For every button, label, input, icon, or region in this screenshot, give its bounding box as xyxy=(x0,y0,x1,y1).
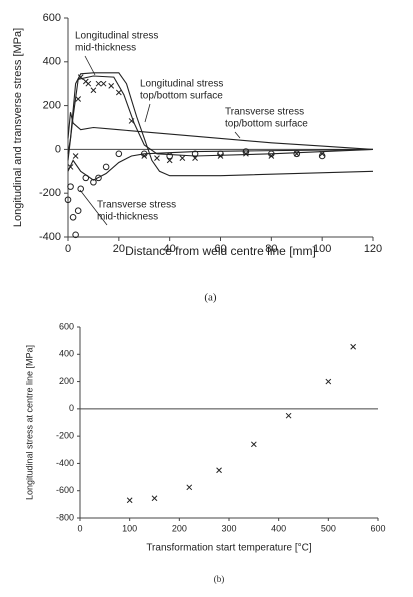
marker-circle xyxy=(217,150,224,158)
marker-cross xyxy=(75,96,82,102)
marker-cross xyxy=(108,83,115,89)
annotation: top/bottom surface xyxy=(140,91,223,102)
marker-cross xyxy=(90,87,97,94)
marker-circle xyxy=(74,207,82,215)
annotation: Transverse stress xyxy=(97,200,176,211)
marker-cross xyxy=(268,153,275,159)
marker-cross xyxy=(67,164,74,170)
series-line xyxy=(67,75,374,161)
annotation-arrow xyxy=(79,189,108,226)
annotation-arrow xyxy=(144,103,151,123)
x-tick-label: 40 xyxy=(164,243,176,255)
annotation: Longitudinal stress xyxy=(75,31,158,42)
marker-cross xyxy=(115,89,122,96)
marker-circle xyxy=(318,152,326,160)
marker-cross xyxy=(151,495,158,502)
y-tick-label: 0 xyxy=(55,143,61,155)
x-tick-label: 120 xyxy=(364,243,382,255)
x-tick-label: 0 xyxy=(65,243,71,255)
y-tick-label: -200 xyxy=(56,431,74,441)
marker-cross xyxy=(293,150,300,157)
marker-cross xyxy=(325,378,332,385)
x-tick-label: 80 xyxy=(265,243,277,255)
y-tick-label: 200 xyxy=(43,100,61,112)
x-tick-label: 300 xyxy=(221,523,236,533)
y-tick-label: -800 xyxy=(56,512,74,522)
annotation: mid-thickness xyxy=(75,43,136,54)
y-tick-label: -400 xyxy=(39,231,61,243)
y-axis-label: Longitudinal stress at centre line [MPa] xyxy=(24,345,34,500)
y-tick-label: -600 xyxy=(56,485,74,495)
annotation-arrow xyxy=(84,55,96,76)
y-tick-label: 400 xyxy=(43,56,61,68)
marker-cross xyxy=(285,412,292,419)
annotation-arrow xyxy=(234,131,241,139)
marker-circle xyxy=(69,213,77,221)
y-tick-label: 600 xyxy=(43,12,61,24)
x-tick-label: 20 xyxy=(113,243,125,255)
marker-circle xyxy=(95,174,102,182)
x-tick-label: 600 xyxy=(370,523,385,533)
caption: (b) xyxy=(214,574,225,584)
marker-circle xyxy=(140,150,148,158)
y-tick-label: -200 xyxy=(39,187,61,199)
x-tick-label: 100 xyxy=(122,523,137,533)
marker-circle xyxy=(77,185,85,193)
marker-circle xyxy=(268,150,275,158)
x-tick-label: 0 xyxy=(77,523,82,533)
marker-circle xyxy=(242,148,250,155)
x-axis-label: Transformation start temperature [°C] xyxy=(146,543,312,554)
marker-cross xyxy=(72,153,79,159)
annotation: Transverse stress xyxy=(225,107,304,118)
marker-cross xyxy=(250,441,257,448)
x-tick-label: 200 xyxy=(172,523,187,533)
marker-cross xyxy=(186,484,193,491)
marker-circle xyxy=(115,150,123,158)
marker-circle xyxy=(102,163,110,171)
marker-cross xyxy=(154,155,160,162)
annotation: top/bottom surface xyxy=(225,119,308,130)
annotation: Longitudinal stress xyxy=(140,79,223,90)
marker-cross xyxy=(243,150,249,157)
y-tick-label: 200 xyxy=(59,376,74,386)
marker-cross xyxy=(77,74,84,80)
y-tick-label: 400 xyxy=(59,349,74,359)
x-axis-label: Distance from weld centre line [mm] xyxy=(125,244,316,258)
x-tick-label: 500 xyxy=(321,523,336,533)
marker-circle xyxy=(82,174,90,182)
marker-circle xyxy=(191,150,199,158)
annotation: mid-thickness xyxy=(97,212,158,223)
marker-circle xyxy=(293,150,301,158)
marker-cross xyxy=(319,150,326,157)
marker-cross xyxy=(216,467,222,474)
y-tick-label: 600 xyxy=(59,321,74,331)
marker-cross xyxy=(128,118,135,124)
y-tick-label: 0 xyxy=(69,403,74,413)
marker-circle xyxy=(64,196,72,204)
marker-cross xyxy=(126,497,133,504)
chart: -400 -200 0 200 400 600 0 20 40 60 80 100 120 Distanc… xyxy=(12,12,382,304)
marker-cross xyxy=(85,80,92,87)
marker-cross xyxy=(217,153,224,159)
marker-cross xyxy=(95,80,102,87)
marker-circle xyxy=(67,183,74,190)
marker-circle xyxy=(90,178,97,186)
caption: (a) xyxy=(204,292,217,304)
marker-cross xyxy=(100,80,107,87)
marker-circle xyxy=(72,231,79,239)
series-line xyxy=(67,112,374,150)
marker-cross xyxy=(350,343,357,350)
x-tick-label: 100 xyxy=(313,243,331,255)
chart: -800 -600 -400 -200 0 200 400 600 0 100 200 300 400 5… xyxy=(24,321,385,584)
marker-cross xyxy=(141,153,148,159)
x-tick-label: 60 xyxy=(214,243,226,255)
series-line xyxy=(67,72,374,177)
marker-cross xyxy=(179,155,186,162)
y-tick-label: -400 xyxy=(56,458,74,468)
marker-circle xyxy=(166,152,173,160)
y-axis-label: Longitudinal and transverse stress [MPa] xyxy=(12,28,24,227)
x-tick-label: 400 xyxy=(271,523,286,533)
